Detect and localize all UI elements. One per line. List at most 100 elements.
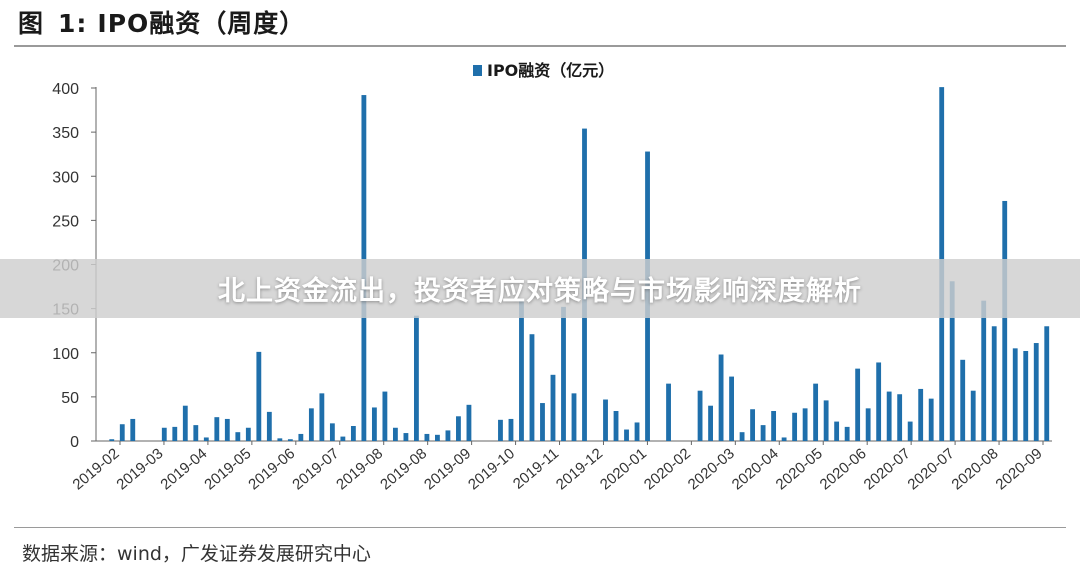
bar [266, 411, 272, 441]
x-tick-label: 2019-12 [553, 445, 606, 493]
headline-text: 北上资金流出，投资者应对策略与市场影响深度解析 [218, 276, 862, 307]
x-tick-label: 2020-09 [992, 445, 1045, 493]
bar [392, 427, 398, 441]
bar [456, 416, 461, 441]
bar [403, 433, 409, 441]
bar [802, 408, 808, 441]
x-tick-label: 2019-06 [245, 445, 298, 493]
x-tick-label: 2020-05 [773, 445, 826, 493]
x-tick-label: 2019-11 [510, 445, 562, 493]
y-tick-label: 0 [70, 434, 79, 451]
x-tick-label: 2019-07 [289, 445, 342, 493]
y-tick-label: 250 [52, 213, 79, 230]
bar [1044, 326, 1050, 441]
bar [1023, 350, 1029, 441]
x-tick-label: 2020-01 [597, 445, 650, 493]
bar [224, 418, 230, 441]
bar [245, 427, 251, 441]
bar [918, 388, 924, 441]
bar [340, 436, 346, 441]
bar [907, 421, 913, 441]
x-tick-label: 2020-07 [861, 445, 914, 493]
bar [718, 354, 724, 441]
bar [182, 405, 188, 441]
bar [949, 281, 955, 441]
bar [540, 403, 545, 441]
bar [813, 383, 819, 441]
figure-title-number: 1: [58, 9, 88, 38]
x-tick-label: 2020-08 [949, 445, 1002, 493]
bar [519, 299, 524, 441]
x-tick-label: 2020-06 [817, 445, 870, 493]
x-tick-label: 2020-02 [641, 445, 694, 493]
bar [445, 430, 451, 441]
x-tick-label: 2019-05 [201, 445, 254, 493]
ipo-bar-chart: 0501001502002503003504002019-022019-0320… [52, 61, 1052, 493]
bar [897, 394, 903, 441]
bar [193, 425, 199, 441]
bar [855, 368, 861, 441]
bar [750, 409, 756, 441]
bar [1002, 200, 1008, 441]
y-tick-label: 50 [61, 390, 79, 407]
bar [634, 422, 640, 441]
bar [498, 419, 503, 441]
bar [1033, 343, 1039, 441]
bar [729, 376, 734, 441]
bar [928, 398, 934, 441]
bar [708, 405, 713, 441]
bar [529, 334, 535, 441]
bar [561, 306, 566, 441]
bar [329, 423, 335, 441]
y-tick-label: 100 [52, 346, 79, 363]
bar [435, 434, 440, 441]
x-tick-label: 2020-07 [905, 445, 958, 493]
title-divider [14, 45, 1066, 47]
figure-title-prefix: 图 [18, 9, 45, 38]
x-tick-label: 2020-04 [729, 445, 782, 493]
bar [603, 399, 608, 441]
legend-label: IPO融资（亿元） [487, 61, 614, 80]
headline-banner: 北上资金流出，投资者应对策略与市场影响深度解析 [0, 259, 1080, 318]
x-tick-label: 2019-10 [465, 445, 518, 493]
bar [350, 426, 356, 441]
y-tick-label: 300 [52, 169, 79, 186]
bar [371, 407, 377, 441]
source-divider [14, 527, 1066, 528]
y-tick-label: 350 [52, 125, 79, 142]
x-tick-label: 2019-03 [113, 445, 166, 493]
bar [844, 426, 850, 441]
bar [666, 383, 671, 441]
bar [414, 315, 419, 441]
bar [256, 351, 262, 441]
bar [172, 426, 178, 441]
bar [119, 424, 125, 441]
x-tick-label: 2019-08 [333, 445, 386, 493]
bar [760, 425, 766, 441]
x-tick-label: 2019-08 [377, 445, 430, 493]
bar [308, 408, 314, 441]
bar [508, 418, 514, 441]
bar [550, 374, 556, 441]
bar [781, 437, 787, 441]
bar [161, 427, 167, 441]
bar [739, 432, 745, 441]
bar [235, 432, 241, 441]
bar [109, 439, 115, 441]
y-tick-label: 400 [52, 81, 79, 98]
bar [960, 359, 966, 441]
bar [981, 300, 987, 441]
bar [771, 411, 777, 441]
legend-swatch [473, 65, 482, 76]
bar [876, 362, 882, 441]
bar [792, 412, 798, 441]
bar [203, 437, 209, 441]
bar [834, 421, 840, 441]
x-tick-label: 2019-04 [157, 445, 210, 493]
bar [970, 390, 976, 441]
bar [886, 391, 892, 441]
bar [697, 390, 703, 441]
data-source-note: 数据来源：wind，广发证券发展研究中心 [22, 543, 371, 565]
bar [298, 433, 304, 441]
bar [214, 417, 220, 441]
